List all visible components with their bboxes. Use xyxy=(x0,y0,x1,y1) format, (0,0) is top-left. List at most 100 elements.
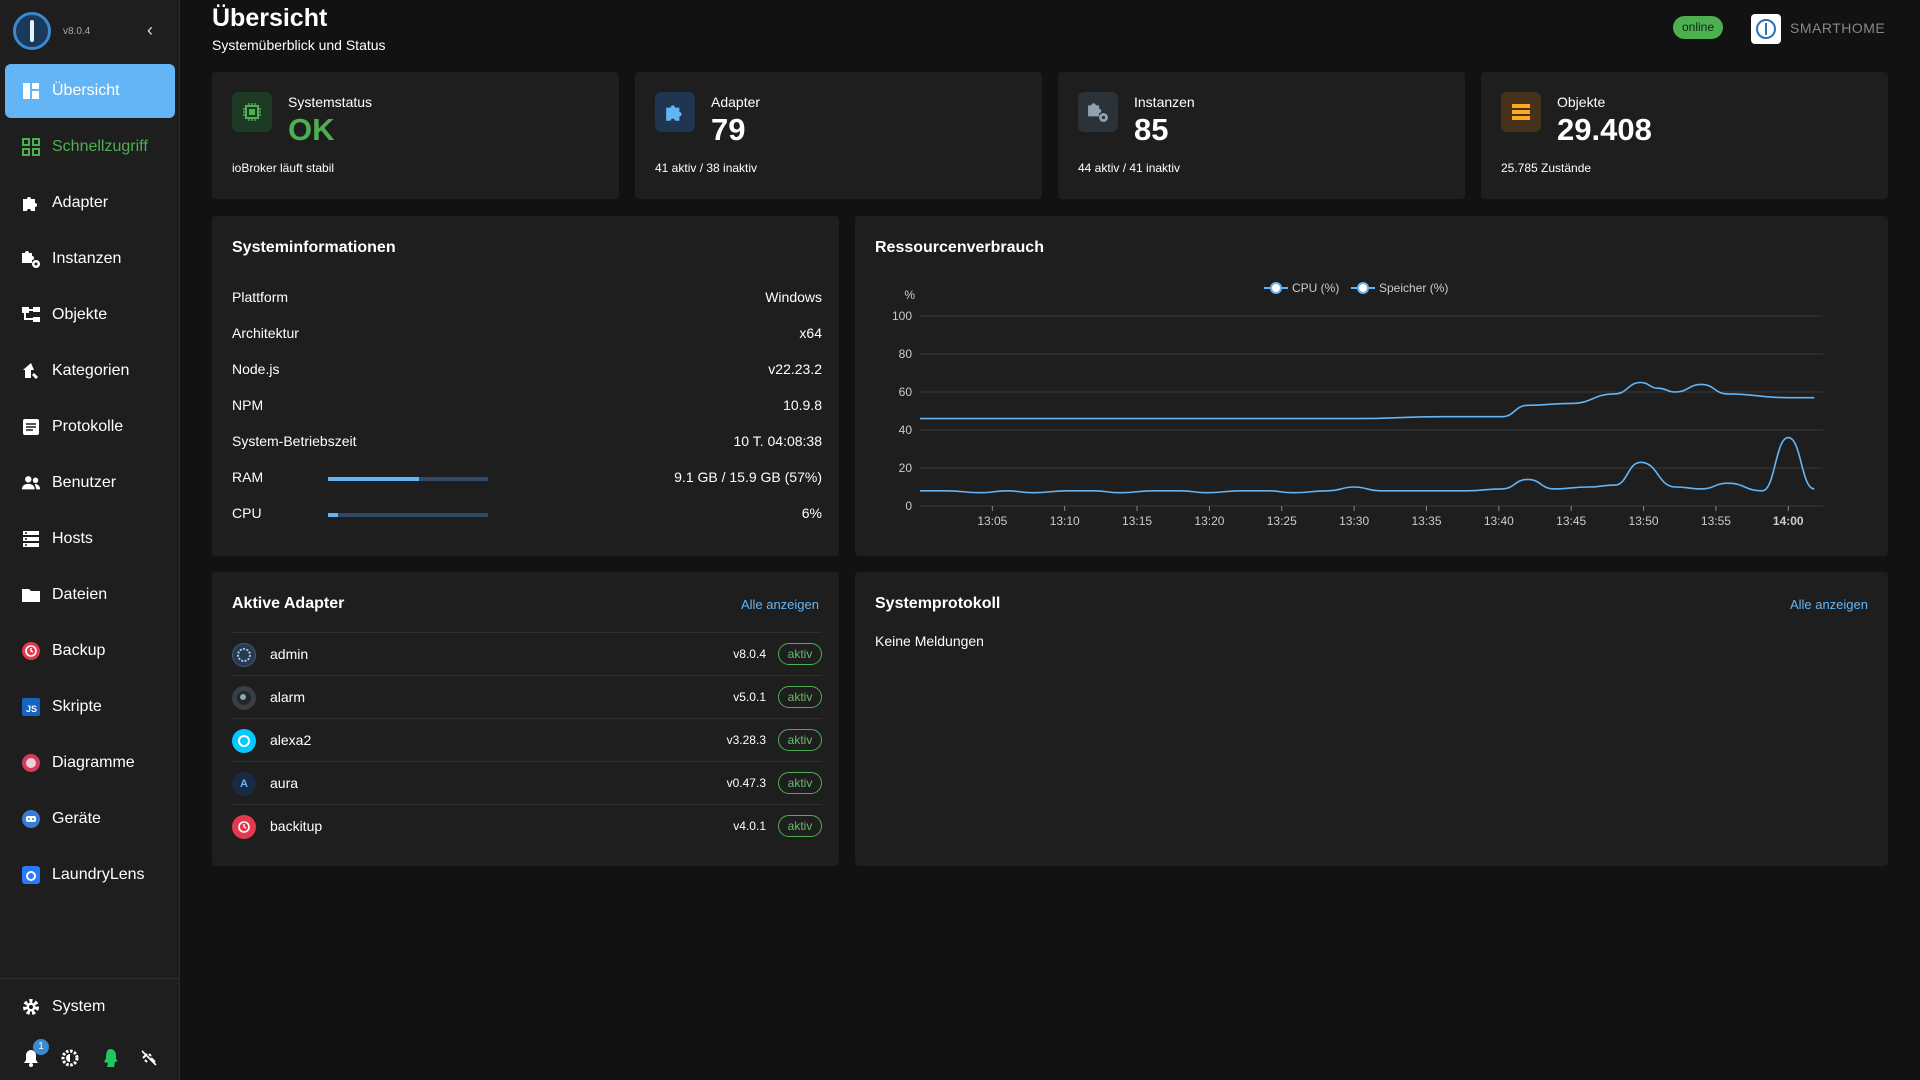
sidebar-item-label: Schnellzugriff xyxy=(52,138,148,155)
adapters-show-all-link[interactable]: Alle anzeigen xyxy=(740,597,819,612)
sidebar-item-backup[interactable]: Backup xyxy=(5,624,175,678)
sidebar-item-diagramme[interactable]: Diagramme xyxy=(5,736,175,790)
host-name[interactable]: SMARTHOME xyxy=(1790,20,1886,36)
sidebar-item-laundrylens[interactable]: LaundryLens xyxy=(5,848,175,902)
sidebar-item-geraete[interactable]: Geräte xyxy=(5,792,175,846)
backitup-icon xyxy=(232,815,256,839)
adapter-row-backitup[interactable]: backitup v4.0.1 aktiv xyxy=(232,804,822,847)
x-tick-label: 13:35 xyxy=(1411,514,1441,528)
sidebar-item-adapter[interactable]: Adapter xyxy=(5,176,175,230)
info-row-npm: NPM 10.9.8 xyxy=(232,387,822,423)
card-title: Systemprotokoll xyxy=(875,595,1001,612)
stat-value: 79 xyxy=(711,112,746,147)
sidebar-item-uebersicht[interactable]: Übersicht xyxy=(5,64,175,118)
list-icon xyxy=(1501,92,1541,132)
expert-mode-icon[interactable] xyxy=(99,1047,121,1069)
y-tick-label: 80 xyxy=(899,347,913,361)
adapter-row-alarm[interactable]: alarm v5.0.1 aktiv xyxy=(232,675,822,718)
stat-label: Objekte xyxy=(1557,94,1606,110)
stat-value: 85 xyxy=(1134,112,1169,147)
resource-chart-card: Ressourcenverbrauch 0 20 40 60 80 100% 13:05 13… xyxy=(855,216,1888,556)
legend-marker xyxy=(1270,282,1282,294)
adapter-name: alarm xyxy=(270,689,306,705)
card-title: Aktive Adapter xyxy=(232,595,345,612)
info-value: v22.23.2 xyxy=(768,361,822,377)
card-title: Ressourcenverbrauch xyxy=(875,239,1044,256)
legend-label: Speicher (%) xyxy=(1379,281,1448,295)
info-value: 10.9.8 xyxy=(783,397,822,413)
sidebar-item-skripte[interactable]: JS Skripte xyxy=(5,680,175,734)
adapter-version: v0.47.3 xyxy=(726,776,766,790)
info-row-uptime: System-Betriebszeit 10 T. 04:08:38 xyxy=(232,423,822,459)
adapter-version: v3.28.3 xyxy=(726,733,766,747)
server-icon xyxy=(21,529,41,549)
sidebar-item-benutzer[interactable]: Benutzer xyxy=(5,456,175,510)
bell-icon[interactable] xyxy=(20,1047,42,1069)
stat-footnote: 41 aktiv / 38 inaktiv xyxy=(655,161,758,175)
syslog-show-all-link[interactable]: Alle anzeigen xyxy=(1789,597,1868,612)
sidebar-item-instanzen[interactable]: Instanzen xyxy=(5,232,175,286)
stat-card-instanzen: Instanzen 85 44 aktiv / 41 inaktiv xyxy=(1058,72,1465,199)
sidebar-item-system[interactable]: System xyxy=(5,980,175,1034)
system-info-card: Systeminformationen Plattform Windows Ar… xyxy=(212,216,839,556)
users-icon xyxy=(21,473,41,493)
adapter-version: v8.0.4 xyxy=(733,647,766,661)
grid-icon xyxy=(21,137,41,157)
x-tick-label: 13:05 xyxy=(977,514,1007,528)
sidebar: v8.0.4 ‹ Übersicht Schnellzugriff Adapte… xyxy=(0,0,180,1080)
x-tick-label: 13:20 xyxy=(1194,514,1224,528)
page-title: Übersicht xyxy=(212,4,328,32)
info-row-plattform: Plattform Windows xyxy=(232,279,822,315)
syslog-empty-message: Keine Meldungen xyxy=(875,633,984,649)
info-key: CPU xyxy=(232,505,262,521)
chip-icon xyxy=(232,92,272,132)
stat-footnote: 25.785 Zustände xyxy=(1501,161,1592,175)
adapter-status-badge: aktiv xyxy=(778,729,822,751)
app-version: v8.0.4 xyxy=(63,26,91,37)
adapter-row-aura[interactable]: A aura v0.47.3 aktiv xyxy=(232,761,822,804)
theme-toggle-icon[interactable] xyxy=(59,1047,81,1069)
x-tick-label: 13:25 xyxy=(1267,514,1297,528)
memory-series-line xyxy=(920,381,1815,420)
collapse-sidebar-button[interactable]: ‹ xyxy=(147,20,153,40)
washer-icon xyxy=(21,865,41,885)
sidebar-item-schnellzugriff[interactable]: Schnellzugriff xyxy=(5,120,175,174)
sidebar-item-label: Benutzer xyxy=(52,474,117,491)
brand: v8.0.4 ‹ xyxy=(0,0,180,62)
sidebar-item-label: System xyxy=(52,998,106,1015)
sidebar-item-kategorien[interactable]: Kategorien xyxy=(5,344,175,398)
x-tick-label: 13:15 xyxy=(1122,514,1152,528)
stat-label: Adapter xyxy=(711,94,761,110)
x-tick-label: 13:45 xyxy=(1556,514,1586,528)
device-icon xyxy=(21,809,41,829)
sidebar-item-label: Hosts xyxy=(52,530,93,547)
stat-card-objekte: Objekte 29.408 25.785 Zustände xyxy=(1481,72,1888,199)
y-tick-label: 0 xyxy=(905,499,912,513)
info-value: 10 T. 04:08:38 xyxy=(733,433,822,449)
alarm-icon xyxy=(232,686,256,710)
info-key: RAM xyxy=(232,469,264,485)
info-key: Plattform xyxy=(232,289,289,305)
sidebar-bottom-toolbar xyxy=(0,1042,180,1072)
sidebar-item-hosts[interactable]: Hosts xyxy=(5,512,175,566)
adapter-name: alexa2 xyxy=(270,732,312,748)
sidebar-item-label: Skripte xyxy=(52,698,102,715)
sidebar-item-dateien[interactable]: Dateien xyxy=(5,568,175,622)
sidebar-item-protokolle[interactable]: Protokolle xyxy=(5,400,175,454)
adapter-row-admin[interactable]: admin v8.0.4 aktiv xyxy=(232,632,822,675)
cpu-progress-fill xyxy=(328,513,338,517)
sidebar-item-objekte[interactable]: Objekte xyxy=(5,288,175,342)
stat-value: OK xyxy=(288,112,335,147)
iobroker-logo xyxy=(13,12,51,50)
sidebar-item-label: Diagramme xyxy=(52,754,135,771)
sidebar-item-label: Backup xyxy=(52,642,106,659)
svg-text:JS: JS xyxy=(26,704,37,714)
chart-icon xyxy=(21,753,41,773)
x-tick-label: 13:50 xyxy=(1629,514,1659,528)
home-tag-icon xyxy=(21,361,41,381)
disconnect-icon[interactable] xyxy=(138,1047,160,1069)
y-tick-label: 60 xyxy=(899,385,913,399)
info-row-architektur: Architektur x64 xyxy=(232,315,822,351)
js-icon: JS xyxy=(21,697,41,717)
adapter-row-alexa2[interactable]: alexa2 v3.28.3 aktiv xyxy=(232,718,822,761)
